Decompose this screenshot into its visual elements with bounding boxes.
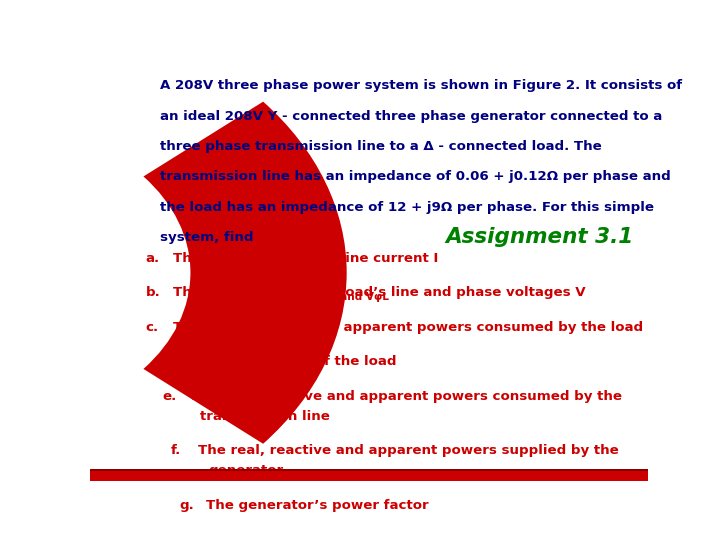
- Text: transmission line has an impedance of 0.06 + j0.12Ω per phase and: transmission line has an impedance of 0.…: [160, 171, 670, 184]
- Text: c.: c.: [145, 321, 159, 334]
- Text: Assignment 3.1: Assignment 3.1: [446, 227, 634, 247]
- Text: The magnitude of the load’s line and phase voltages V: The magnitude of the load’s line and pha…: [173, 286, 585, 299]
- Text: The power factor of the load: The power factor of the load: [181, 355, 397, 368]
- Bar: [90, 471, 648, 481]
- Text: LL and VφL: LL and VφL: [323, 292, 390, 302]
- Wedge shape: [143, 102, 347, 444]
- Text: g.: g.: [179, 499, 194, 512]
- Text: system, find: system, find: [160, 231, 253, 244]
- Text: L: L: [272, 258, 279, 267]
- Text: f.: f.: [171, 444, 181, 457]
- Text: the load has an impedance of 12 + j9Ω per phase. For this simple: the load has an impedance of 12 + j9Ω pe…: [160, 201, 654, 214]
- Text: The real, reactive and apparent powers supplied by the: The real, reactive and apparent powers s…: [198, 444, 618, 457]
- Bar: [90, 469, 648, 471]
- Text: A 208V three phase power system is shown in Figure 2. It consists of: A 208V three phase power system is shown…: [160, 79, 682, 92]
- Text: generator: generator: [209, 464, 284, 477]
- Text: transmission line: transmission line: [200, 410, 330, 423]
- Text: an ideal 208V Y - connected three phase generator connected to a: an ideal 208V Y - connected three phase …: [160, 110, 662, 123]
- Text: e.: e.: [163, 390, 177, 403]
- Text: d.: d.: [154, 355, 169, 368]
- Text: three phase transmission line to a Δ - connected load. The: three phase transmission line to a Δ - c…: [160, 140, 601, 153]
- Text: The real, reactive and apparent powers consumed by the load: The real, reactive and apparent powers c…: [173, 321, 643, 334]
- Text: The generator’s power factor: The generator’s power factor: [206, 499, 428, 512]
- Text: The real, reactive and apparent powers consumed by the: The real, reactive and apparent powers c…: [189, 390, 622, 403]
- Text: a.: a.: [145, 252, 160, 265]
- Text: b.: b.: [145, 286, 161, 299]
- Text: The magnitude of the line current I: The magnitude of the line current I: [173, 252, 438, 265]
